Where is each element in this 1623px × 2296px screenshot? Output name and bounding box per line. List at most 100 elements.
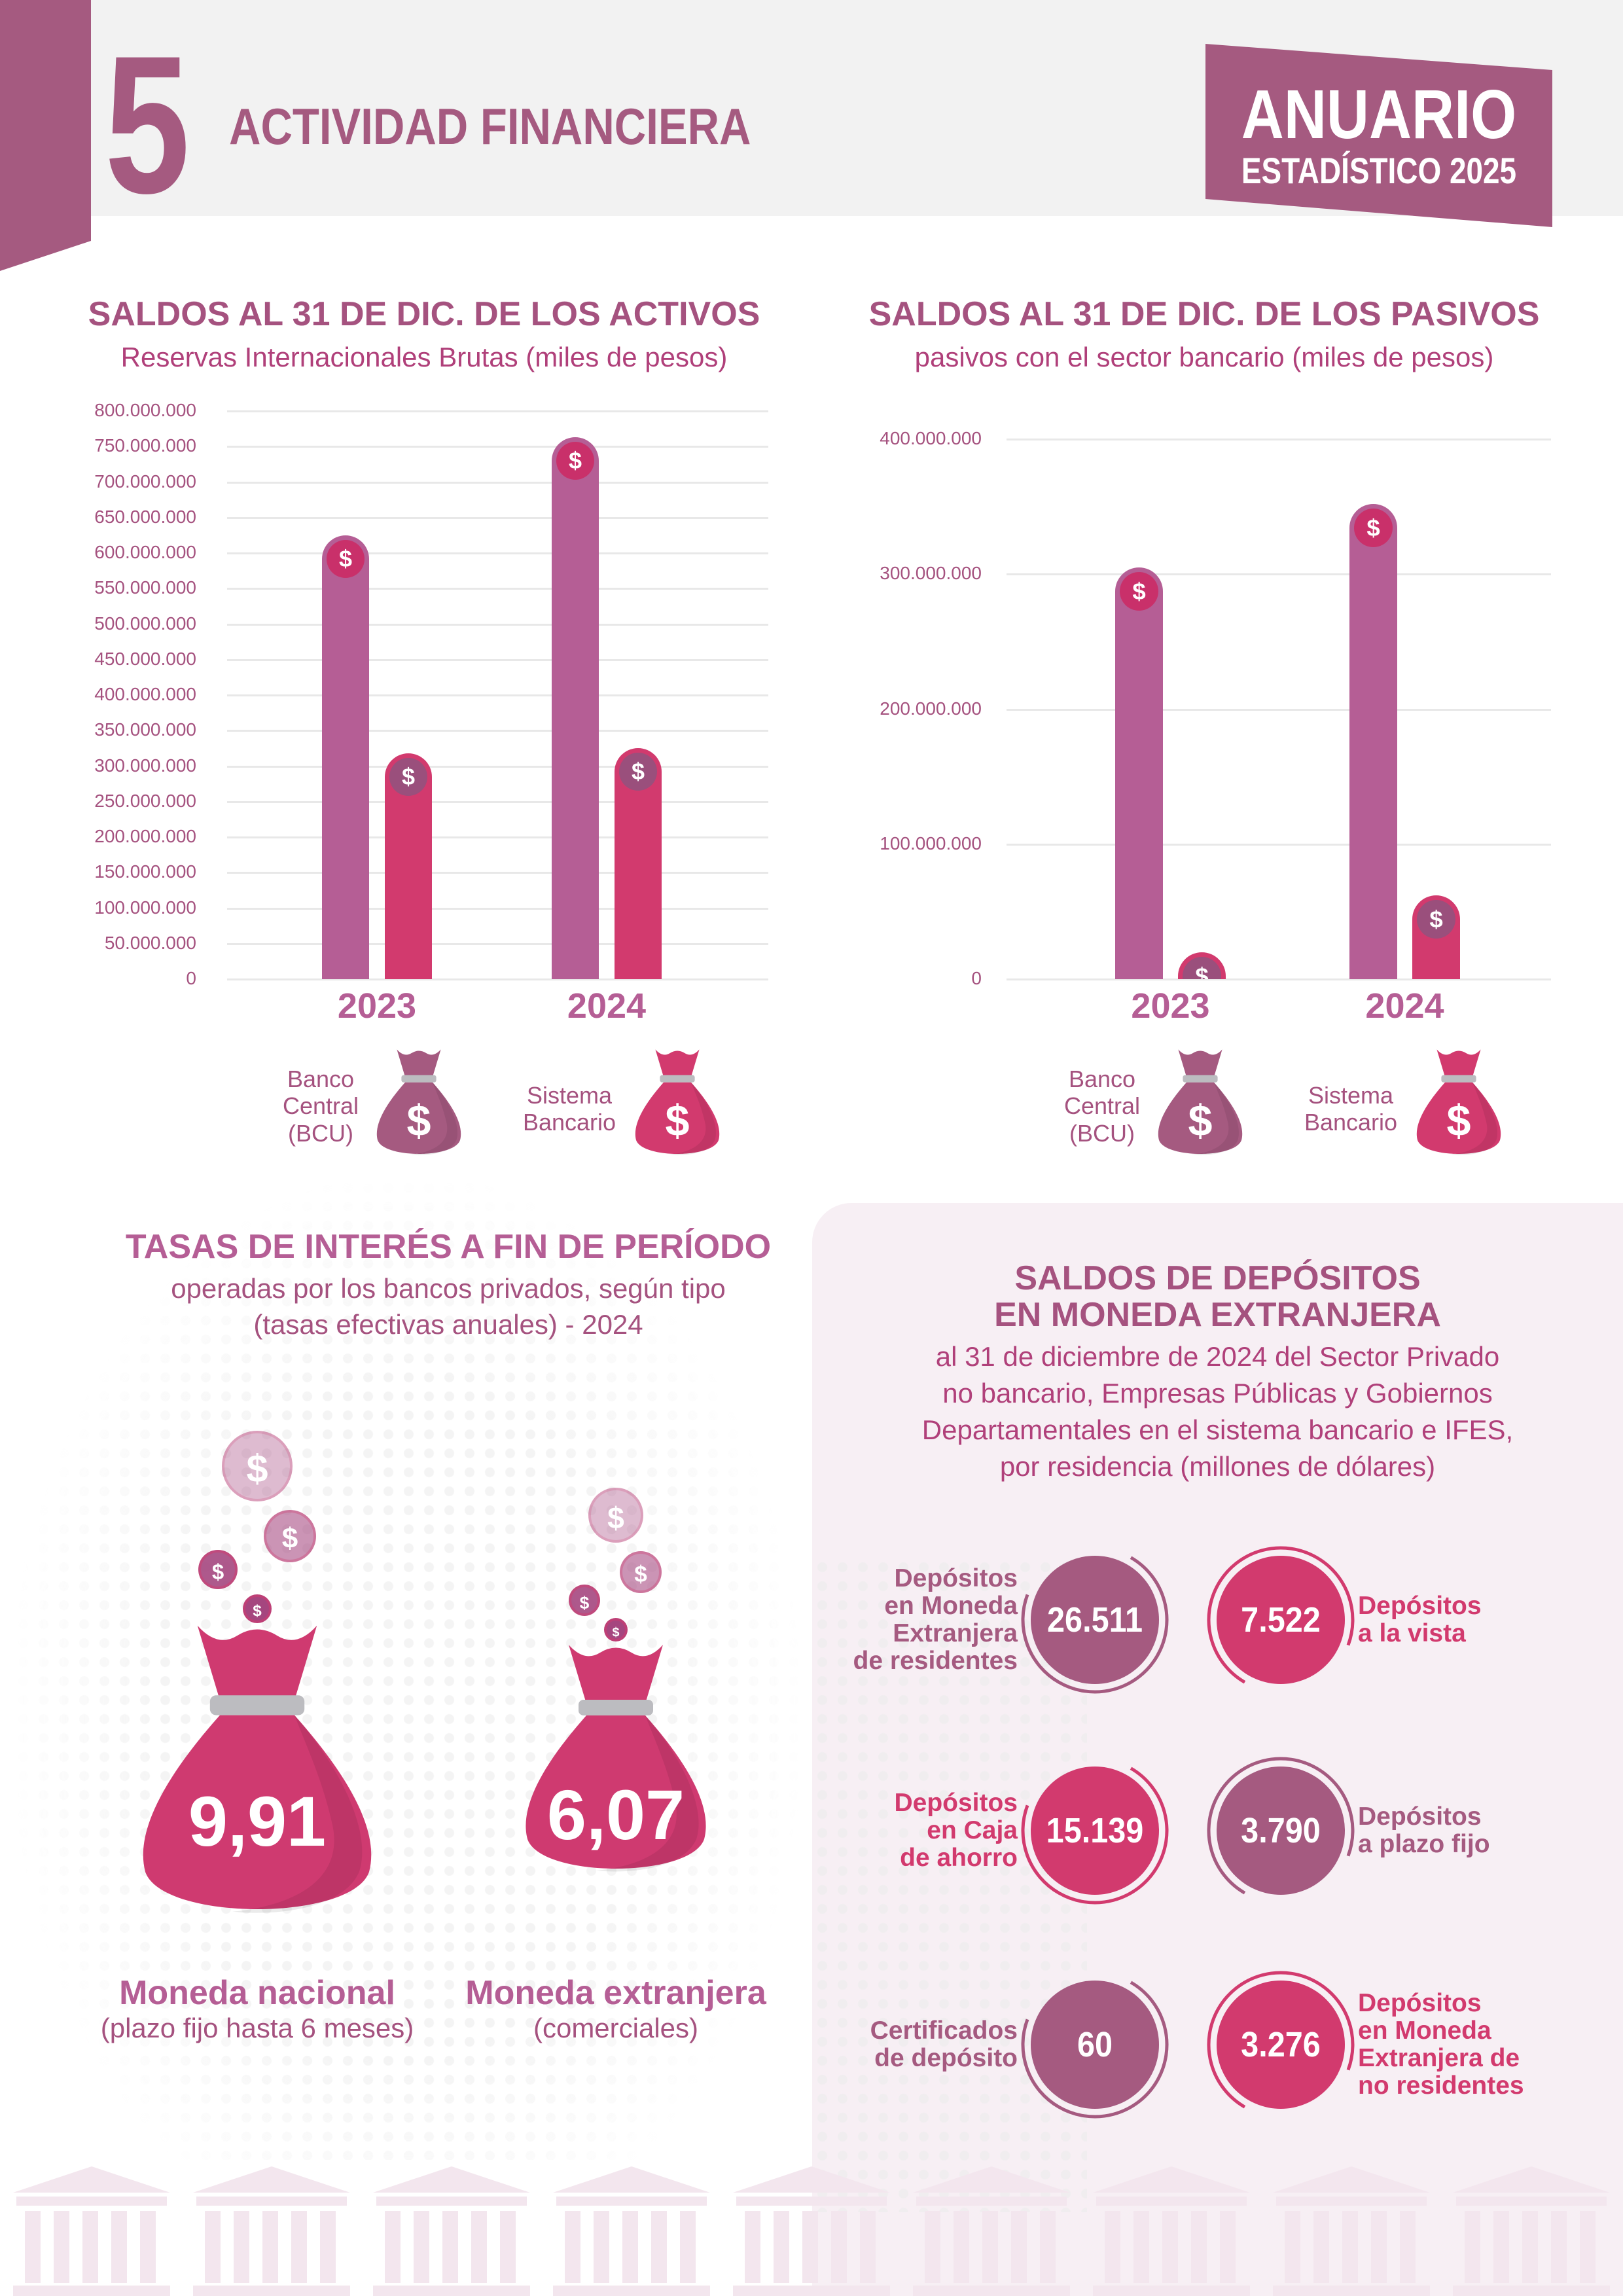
rate-label: Moneda nacional [119,1974,395,2012]
gridline [1007,439,1551,440]
deposit-label-line: Depósitos [894,1564,1018,1592]
gridline [227,907,768,910]
y-tick-label: 150.000.000 [94,861,196,882]
dollar-coin-icon: $ [222,1431,293,1501]
y-tick-label: 350.000.000 [94,719,196,740]
bank-buildings-decoration [13,2166,1610,2296]
gridline [1007,843,1551,846]
dollar-coin-icon: $ [619,753,657,791]
legend-label-line: (BCU) [288,1119,353,1147]
deposit-label: Depósitos en Moneda Extranjera de no reside… [1358,1989,1524,2100]
gridline [1007,978,1551,980]
legend-label-line: Central [1063,1092,1141,1120]
y-tick-label: 550.000.000 [94,577,196,598]
y-tick-label: 400.000.000 [94,684,196,704]
deposit-label-line: Extranjera de [1358,2044,1520,2073]
gridline [1007,708,1551,711]
gridline [227,446,768,448]
deposit-label-line: Depósitos [894,1789,1018,1817]
deposit-value-circle [1207,1546,1355,1694]
y-tick-label: 800.000.000 [94,400,196,420]
y-tick-label: 100.000.000 [94,897,196,918]
legend-label-sistema: Sistema Bancario [478,1082,661,1136]
bank-building-icon [733,2166,890,2296]
deposit-label: Depósitos a la vista [1358,1592,1482,1647]
bank-building-icon [1273,2166,1430,2296]
deposit-label-line: Certificados [870,2017,1018,2045]
rate-sublabel: (plazo fijo hasta 6 meses) [100,2013,414,2043]
dollar-coin-icon: $ [389,757,427,796]
y-tick-label: 300.000.000 [94,755,196,776]
deposit-label-line: en Caja [927,1816,1018,1845]
deposit-label: Depósitos en Caja de ahorro [894,1789,1018,1872]
y-tick-label: 700.000.000 [94,471,196,492]
rate-sublabel: (comerciales) [533,2013,699,2043]
legend-label-line: Bancario [1304,1109,1398,1136]
gridline [227,410,768,412]
deposit-value-circle [1021,1757,1169,1905]
svg-text:$: $ [1447,1097,1471,1145]
y-tick-label: 400.000.000 [880,428,982,448]
rate-value: 6,07 [546,1775,685,1854]
dollar-coin-icon: $ [556,442,594,480]
legend-label-line: Banco [1068,1066,1136,1092]
liabilities-chart-subtitle: pasivos con el sector bancario (miles de… [914,342,1494,372]
x-category-label: 2023 [337,986,417,1026]
y-tick-label: 300.000.000 [880,563,982,584]
money-bag-icon [133,1623,382,1922]
legend-label-bcu: Banco Central (BCU) [1010,1066,1194,1147]
deposit-label-line: Extranjera [893,1619,1018,1648]
dollar-coin-icon: $ [604,1618,628,1641]
gridline [227,694,768,696]
y-tick-label: 500.000.000 [94,613,196,634]
gridline [227,942,768,945]
deposit-label-line: Depósitos [1358,1989,1482,2017]
deposit-label-line: a plazo fijo [1358,1830,1490,1859]
deposit-value-circle [1207,1757,1355,1905]
deposit-value: 3.276 [1241,2025,1321,2064]
gridline [227,552,768,554]
y-tick-label: 100.000.000 [880,833,982,853]
dollar-coin-icon: $ [620,1551,662,1593]
money-bag-icon: $ [1154,1049,1246,1158]
legend-label-line: Bancario [522,1109,616,1136]
x-category-label: 2024 [567,986,647,1026]
y-tick-label: 650.000.000 [94,506,196,527]
chapter-tab [0,0,91,271]
deposits-subtitle-line: al 31 de diciembre de 2024 del Sector Pr… [935,1341,1500,1372]
deposit-label: Depósitos a plazo fijo [1358,1803,1490,1858]
dollar-coin-icon: $ [198,1550,238,1589]
gridline [227,481,768,484]
deposit-label-line: en Moneda [884,1592,1018,1621]
bank-building-icon [373,2166,530,2296]
chapter-number: 5 [105,14,190,234]
assets-chart-subtitle: Reservas Internacionales Brutas (miles d… [120,342,728,372]
deposit-label-line: de ahorro [900,1844,1018,1873]
dollar-coin-icon: $ [1417,900,1455,939]
deposit-value: 26.511 [1047,1600,1143,1640]
svg-text:$: $ [407,1097,431,1145]
bar-bcu [1115,567,1163,979]
deposit-value-circle [1021,1546,1169,1694]
bank-building-icon [913,2166,1070,2296]
deposit-label: Depósitos en Moneda Extranjera de residente… [853,1564,1018,1675]
deposits-subtitle: al 31 de diciembre de 2024 del Sector Pr… [812,1338,1623,1484]
money-bag-icon: $ [373,1049,465,1158]
dollar-coin-icon: $ [264,1510,316,1562]
money-bag-icon: $ [632,1049,723,1158]
dollar-coin-icon: $ [243,1594,272,1623]
gridline [227,588,768,590]
legend-label-line: Sistema [1308,1082,1394,1109]
svg-text:$: $ [1188,1097,1213,1145]
gridline [227,516,768,519]
bar-bcu [552,437,599,979]
dollar-coin-icon: $ [569,1585,600,1616]
legend-label-line: Central [282,1092,359,1120]
deposit-label-line: de depósito [874,2044,1018,2073]
deposit-label-line: no residentes [1358,2072,1524,2100]
deposit-value: 3.790 [1241,1811,1321,1850]
legend-label-line: Sistema [526,1082,613,1109]
rates-title: TASAS DE INTERÉS A FIN DE PERÍODO [125,1228,772,1266]
y-tick-label: 0 [971,968,982,988]
y-tick-label: 50.000.000 [104,932,196,953]
